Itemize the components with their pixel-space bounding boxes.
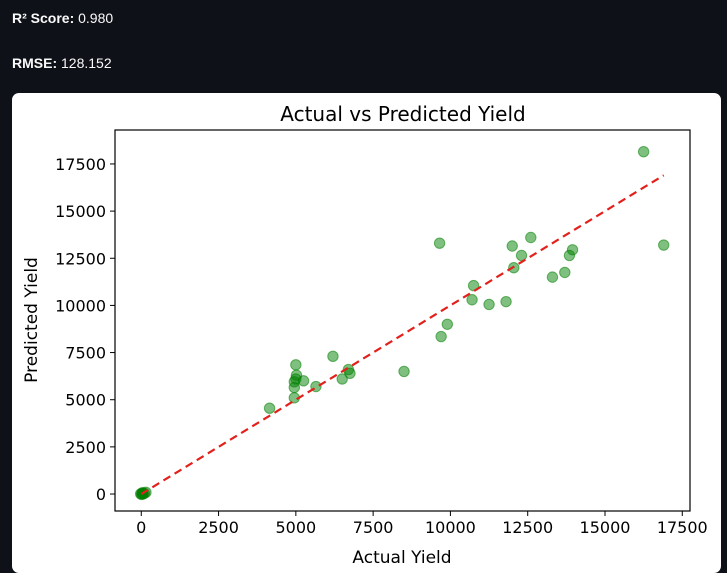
rmse-metric: RMSE: 128.152 <box>12 55 112 71</box>
x-tick-label: 15000 <box>580 518 631 537</box>
scatter-point <box>546 271 559 283</box>
scatter-point <box>435 330 447 343</box>
scatter-point <box>506 240 518 252</box>
scatter-point <box>525 231 537 244</box>
r2-score-label: R² Score: <box>12 10 75 26</box>
scatter-point <box>297 375 310 387</box>
x-tick-label: 7500 <box>353 518 394 537</box>
chart-card: Actual vs Predicted Yield 0 2500 5000 7500 1… <box>12 93 721 573</box>
scatter-point <box>433 237 446 249</box>
scatter-point <box>398 365 410 378</box>
y-tick-label: 2500 <box>65 438 106 457</box>
y-tick-label: 12500 <box>55 249 106 268</box>
scatter-point <box>290 359 302 371</box>
scatter-point <box>263 402 276 414</box>
scatter-point <box>466 294 478 306</box>
x-tick-label: 5000 <box>275 518 316 537</box>
scatter-point <box>441 318 454 330</box>
scatter-point <box>327 350 339 363</box>
y-tick-label: 17500 <box>55 155 106 174</box>
rmse-value: 128.152 <box>61 55 112 71</box>
plot-frame <box>114 129 691 512</box>
scatter-point <box>483 298 495 311</box>
scatter-point <box>336 373 348 385</box>
y-tick-label: 5000 <box>65 391 106 410</box>
x-axis-label: Actual Yield <box>352 548 451 566</box>
scatter-point <box>559 266 571 279</box>
y-tick-label: 0 <box>96 485 106 504</box>
scatter-point <box>566 244 579 256</box>
scatter-point <box>658 239 670 251</box>
rmse-label: RMSE: <box>12 55 58 71</box>
y-axis-ticks: 0 2500 5000 7500 10000 12500 15000 17500 <box>55 155 115 504</box>
x-axis-ticks: 0 2500 5000 7500 10000 12500 15000 17500 <box>136 511 708 537</box>
scatter-point <box>515 249 528 262</box>
scatter-point <box>637 145 650 158</box>
scatter-point <box>344 367 356 380</box>
x-tick-label: 12500 <box>502 518 553 537</box>
r2-score-value: 0.980 <box>78 10 114 26</box>
chart-title: Actual vs Predicted Yield <box>280 102 526 126</box>
y-tick-label: 10000 <box>55 296 106 315</box>
r2-score-metric: R² Score: 0.980 <box>12 10 113 26</box>
y-tick-label: 7500 <box>65 344 106 363</box>
x-tick-label: 2500 <box>198 518 239 537</box>
scatter-point <box>467 279 480 292</box>
x-tick-label: 0 <box>136 518 146 537</box>
scatter-point <box>500 295 512 308</box>
plot-area <box>134 145 670 501</box>
x-tick-label: 17500 <box>657 518 708 537</box>
reference-line <box>140 174 665 495</box>
x-tick-label: 10000 <box>425 518 476 537</box>
scatter-chart: Actual vs Predicted Yield 0 2500 5000 7500 1… <box>22 102 708 566</box>
y-axis-label: Predicted Yield <box>22 257 42 383</box>
y-tick-label: 15000 <box>55 202 106 221</box>
